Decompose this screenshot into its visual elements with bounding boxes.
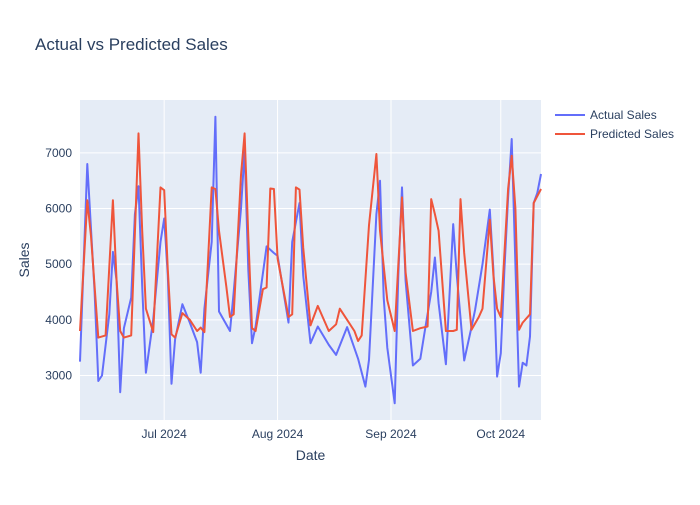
x-tick-labels: Jul 2024 Aug 2024 Sep 2024 Oct 2024 [141,427,525,441]
x-tick-label: Jul 2024 [141,427,187,441]
plot-area [80,100,541,420]
x-axis-label: Date [296,447,326,463]
legend: Actual Sales Predicted Sales [555,108,674,141]
y-tick-label: 3000 [45,368,72,382]
x-tick-label: Oct 2024 [476,427,525,441]
x-tick-label: Aug 2024 [252,427,304,441]
y-tick-label: 6000 [45,202,72,216]
chart-title: Actual vs Predicted Sales [35,35,228,54]
y-tick-label: 4000 [45,313,72,327]
legend-label[interactable]: Actual Sales [590,108,657,122]
y-tick-label: 5000 [45,257,72,271]
y-axis-label: Sales [16,242,32,277]
x-tick-label: Sep 2024 [365,427,417,441]
y-tick-label: 7000 [45,146,72,160]
x-gridlines [163,100,502,420]
series-line-actual-sales[interactable] [79,115,542,405]
legend-label[interactable]: Predicted Sales [590,127,674,141]
y-tick-labels: 3000 4000 5000 6000 7000 [45,146,72,383]
series-line-predicted-sales[interactable] [79,132,542,342]
series-lines [79,115,542,405]
